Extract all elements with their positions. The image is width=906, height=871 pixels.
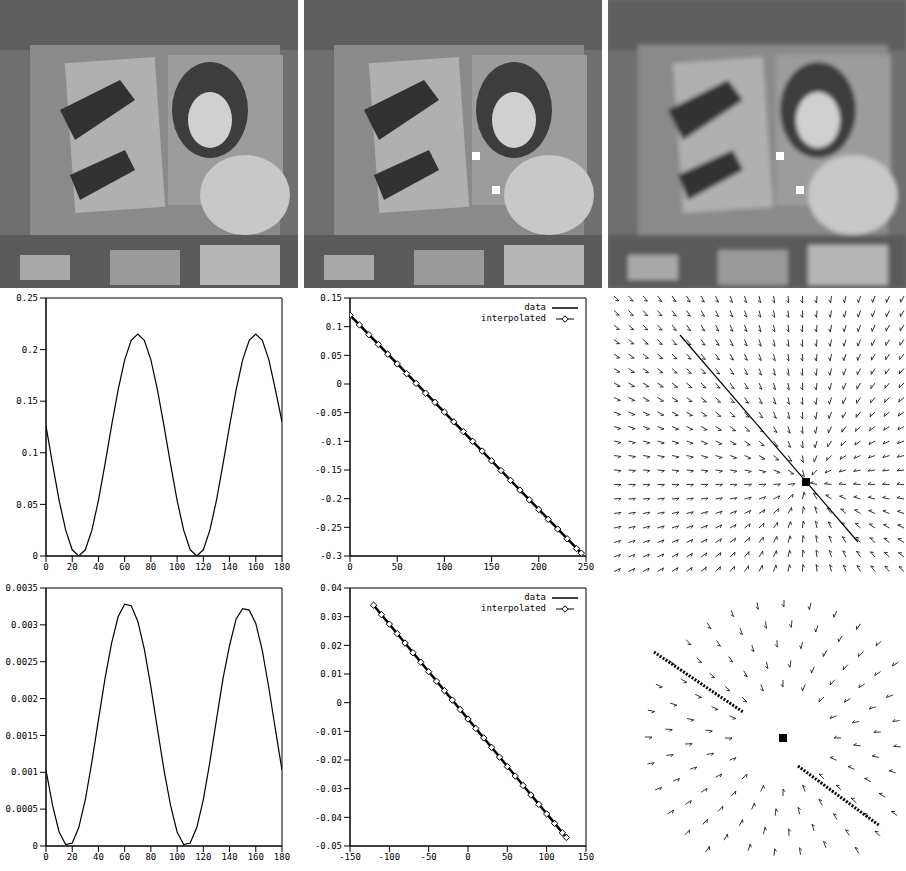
svg-text:200: 200 [531, 562, 547, 572]
svg-text:-0.01: -0.01 [315, 727, 342, 737]
svg-text:20: 20 [67, 852, 78, 862]
html-text:data: data [524, 302, 546, 312]
svg-text:-0.15: -0.15 [315, 465, 342, 475]
svg-text:0.0015: 0.0015 [5, 731, 38, 741]
svg-text:0: 0 [43, 852, 48, 862]
svg-text:80: 80 [145, 852, 156, 862]
svg-text:-0.02: -0.02 [315, 755, 342, 765]
svg-text:0: 0 [33, 551, 38, 561]
svg-text:-0.03: -0.03 [315, 784, 342, 794]
svg-text:120: 120 [195, 562, 211, 572]
svg-text:0: 0 [337, 379, 342, 389]
svg-text:0.05: 0.05 [320, 351, 342, 361]
svg-text:0: 0 [337, 698, 342, 708]
svg-text:50: 50 [502, 852, 513, 862]
svg-text:0.01: 0.01 [320, 669, 342, 679]
svg-text:-0.25: -0.25 [315, 523, 342, 533]
svg-text:120: 120 [195, 852, 211, 862]
svg-text:-0.1: -0.1 [320, 437, 342, 447]
svg-text:140: 140 [221, 852, 237, 862]
svg-text:0.03: 0.03 [320, 612, 342, 622]
svg-text:-0.04: -0.04 [315, 813, 342, 823]
svg-text:-0.2: -0.2 [320, 494, 342, 504]
svg-text:-100: -100 [378, 852, 400, 862]
svg-text:0.04: 0.04 [320, 583, 342, 593]
svg-text:0.25: 0.25 [16, 293, 38, 303]
svg-text:-0.05: -0.05 [315, 841, 342, 851]
html-text:data: data [524, 592, 546, 602]
svg-text:0.2: 0.2 [22, 345, 38, 355]
svg-text:150: 150 [483, 562, 499, 572]
svg-text:0: 0 [43, 562, 48, 572]
svg-text:0.003: 0.003 [11, 620, 38, 630]
svg-text:-150: -150 [339, 852, 361, 862]
svg-text:160: 160 [248, 562, 264, 572]
svg-text:20: 20 [67, 562, 78, 572]
svg-text:0.15: 0.15 [16, 396, 38, 406]
svg-text:180: 180 [274, 852, 290, 862]
svg-text:0.0035: 0.0035 [5, 583, 38, 593]
svg-text:0.15: 0.15 [320, 293, 342, 303]
svg-text:250: 250 [578, 562, 594, 572]
svg-text:0.1: 0.1 [326, 322, 342, 332]
svg-text:60: 60 [119, 852, 130, 862]
svg-text:100: 100 [169, 562, 185, 572]
svg-text:100: 100 [169, 852, 185, 862]
svg-text:180: 180 [274, 562, 290, 572]
svg-text:0.002: 0.002 [11, 694, 38, 704]
svg-text:0: 0 [465, 852, 470, 862]
svg-text:100: 100 [436, 562, 452, 572]
svg-text:150: 150 [578, 852, 594, 862]
svg-text:0.001: 0.001 [11, 767, 38, 777]
svg-text:40: 40 [93, 852, 104, 862]
html-text:interpolated: interpolated [481, 313, 546, 323]
svg-text:0.0005: 0.0005 [5, 804, 38, 814]
svg-text:60: 60 [119, 562, 130, 572]
svg-text:0.1: 0.1 [22, 448, 38, 458]
svg-text:-0.3: -0.3 [320, 551, 342, 561]
svg-text:140: 140 [221, 562, 237, 572]
svg-text:0: 0 [33, 841, 38, 851]
svg-text:80: 80 [145, 562, 156, 572]
svg-text:-50: -50 [421, 852, 437, 862]
html-text:interpolated: interpolated [481, 603, 546, 613]
svg-text:-0.05: -0.05 [315, 408, 342, 418]
svg-text:160: 160 [248, 852, 264, 862]
svg-text:40: 40 [93, 562, 104, 572]
svg-text:100: 100 [539, 852, 555, 862]
svg-text:0.02: 0.02 [320, 641, 342, 651]
svg-text:0: 0 [347, 562, 352, 572]
svg-text:0.0025: 0.0025 [5, 657, 38, 667]
svg-text:0.05: 0.05 [16, 500, 38, 510]
svg-text:50: 50 [392, 562, 403, 572]
